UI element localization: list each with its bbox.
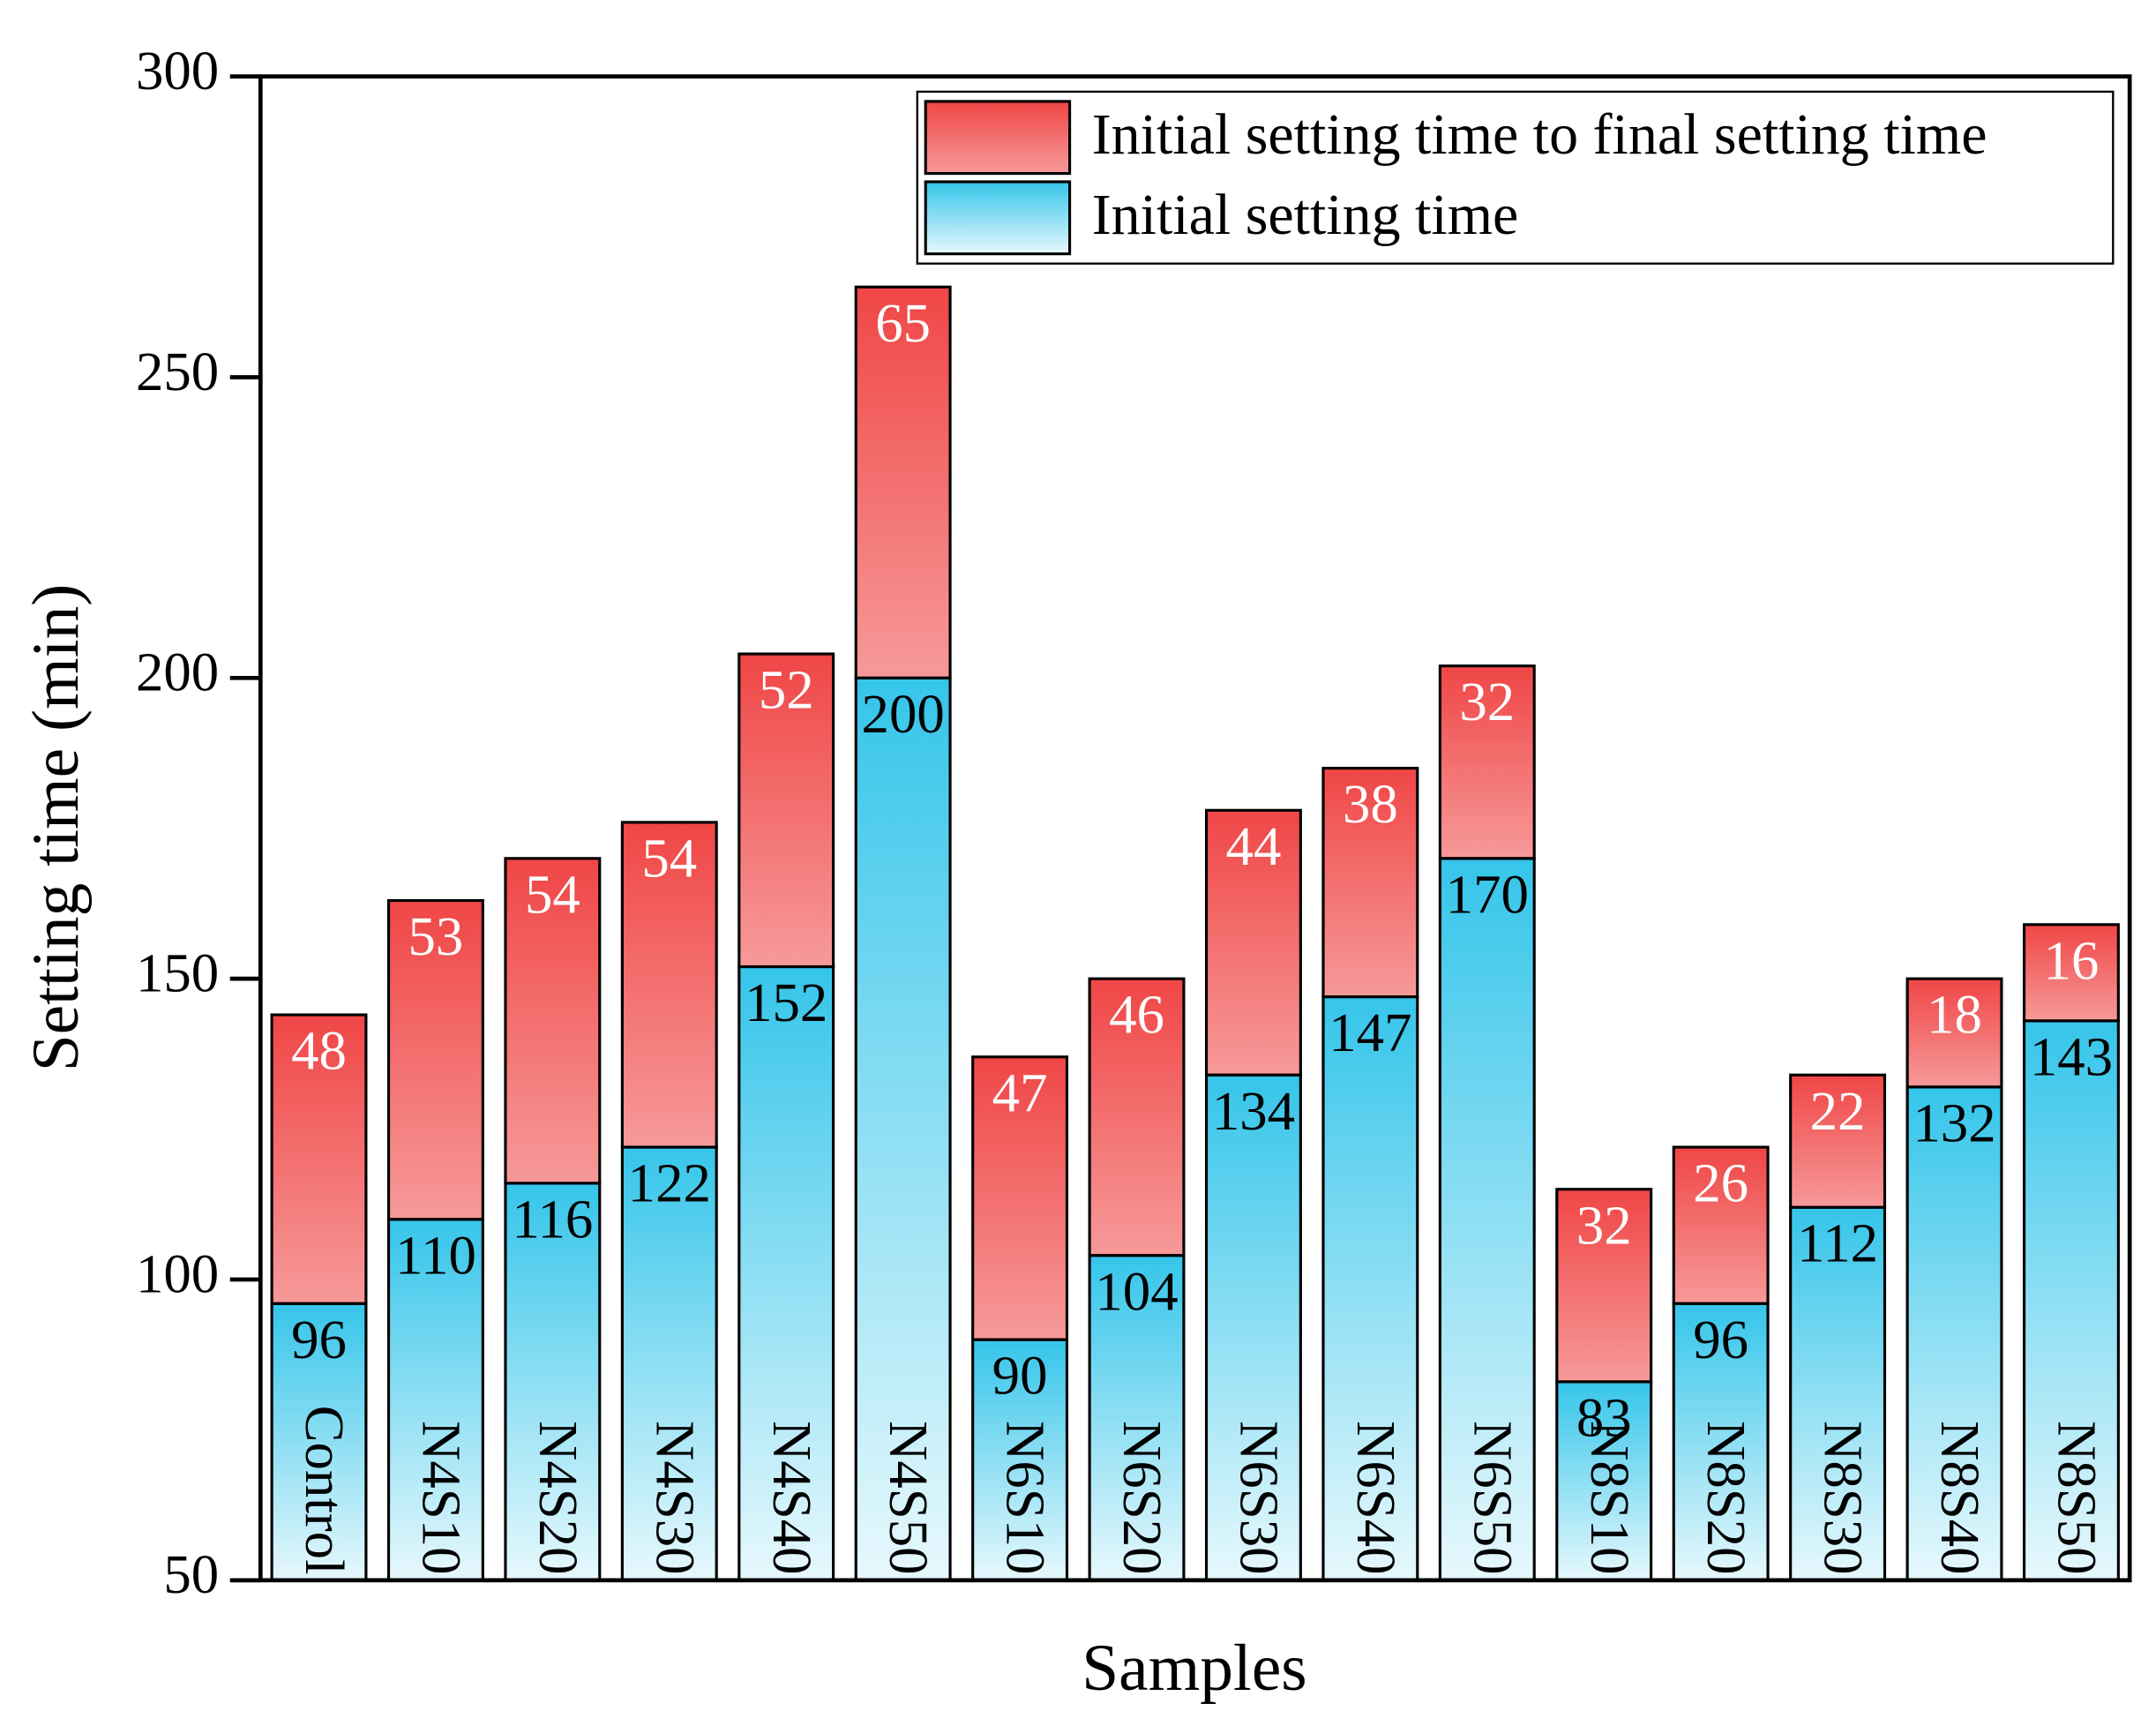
data-label: 132 (1913, 1092, 1995, 1153)
data-label: 52 (759, 659, 814, 721)
bar-segment (737, 652, 835, 969)
x-tick-label: N8S30 (1813, 1421, 1875, 1575)
x-tick-label: N4S10 (411, 1421, 473, 1575)
data-label: 54 (641, 827, 697, 889)
legend-box (916, 90, 2115, 265)
data-label: 38 (1343, 773, 1398, 835)
data-label: 54 (525, 863, 580, 925)
data-label: 83 (1576, 1386, 1632, 1448)
x-tick-label: Control (294, 1406, 356, 1575)
bar-segment (1204, 808, 1302, 1077)
data-label: 104 (1095, 1260, 1178, 1322)
y-tick-label: 200 (136, 642, 219, 703)
x-tick-label: N4S40 (761, 1421, 823, 1575)
y-tick-label: 300 (136, 40, 219, 101)
y-tick-label: 50 (163, 1543, 219, 1605)
bar-segment (270, 1013, 368, 1305)
bar-segment (386, 1218, 484, 1582)
data-label: 53 (408, 905, 464, 967)
x-tick-label: N8S40 (1929, 1421, 1991, 1575)
bar-segment (2022, 1019, 2120, 1582)
x-tick-label: N6S10 (995, 1421, 1057, 1575)
data-label: 44 (1226, 815, 1282, 877)
bar-segment (1204, 1073, 1302, 1582)
data-label: 90 (992, 1345, 1048, 1407)
y-tick-label: 100 (136, 1242, 219, 1304)
legend-label: Initial setting time to final setting ti… (1092, 102, 1988, 167)
bar-segment (1672, 1302, 1770, 1582)
bar-segment (1789, 1205, 1887, 1582)
x-axis-label: Samples (1082, 1632, 1306, 1705)
x-tick-label: N6S40 (1345, 1421, 1407, 1575)
bar-segment (2022, 923, 2120, 1023)
data-label: 32 (1576, 1194, 1632, 1256)
y-axis-label: Setting time (min) (19, 584, 93, 1072)
bar-segment (971, 1338, 1069, 1582)
data-label: 96 (291, 1309, 347, 1370)
bar-segment (1321, 766, 1419, 999)
bar-segment (620, 821, 718, 1149)
x-tick-label: N8S20 (1696, 1421, 1757, 1575)
legend-label: Initial setting time (1092, 183, 1519, 247)
x-tick-label: N6S20 (1112, 1421, 1173, 1575)
y-tick-label: 250 (136, 341, 219, 402)
x-tick-label: N4S30 (644, 1421, 706, 1575)
bar-segment (1905, 977, 2003, 1089)
bar-segment (1088, 1254, 1186, 1582)
bar-segment (854, 285, 952, 679)
bar-segment (1672, 1145, 1770, 1305)
x-tick-label: N6S30 (1229, 1421, 1291, 1575)
data-label: 122 (628, 1152, 711, 1214)
y-tick-label: 150 (136, 942, 219, 1004)
bar-segment (386, 898, 484, 1221)
bar-segment (1438, 857, 1536, 1582)
data-label: 200 (862, 683, 945, 745)
bar-segment (620, 1145, 718, 1582)
bar-segment (854, 676, 952, 1582)
data-label: 18 (1927, 984, 1982, 1046)
data-label: 46 (1109, 984, 1164, 1046)
legend-swatch (924, 100, 1072, 176)
legend-swatch (924, 180, 1072, 256)
data-label: 112 (1797, 1212, 1878, 1274)
x-tick-label: N6S50 (1462, 1421, 1523, 1575)
data-label: 143 (2030, 1025, 2113, 1087)
data-label: 65 (875, 292, 931, 354)
bar-segment (1789, 1073, 1887, 1209)
bar-segment (504, 857, 602, 1185)
data-label: 22 (1810, 1080, 1866, 1142)
x-tick-label: N4S50 (878, 1421, 940, 1575)
data-label: 32 (1459, 671, 1515, 732)
plot-frame (258, 74, 2132, 1583)
bar-segment (971, 1055, 1069, 1341)
data-label: 16 (2044, 929, 2100, 991)
data-label: 26 (1693, 1152, 1748, 1214)
data-label: 110 (395, 1224, 476, 1286)
data-label: 134 (1212, 1080, 1295, 1142)
data-label: 152 (745, 972, 827, 1033)
data-label: 47 (992, 1062, 1048, 1123)
data-label: 147 (1329, 1002, 1411, 1063)
x-tick-label: N8S50 (2047, 1421, 2108, 1575)
bar-segment (1088, 977, 1186, 1257)
bar-segment (504, 1182, 602, 1582)
bar-segment (1905, 1085, 2003, 1582)
data-label: 96 (1693, 1309, 1748, 1370)
data-label: 170 (1446, 863, 1529, 925)
bar-segment (1321, 995, 1419, 1582)
bar-segment (1555, 1188, 1653, 1384)
bar-segment (1438, 664, 1536, 860)
bar-segment (1555, 1380, 1653, 1582)
x-tick-label: N8S10 (1579, 1421, 1641, 1575)
data-label: 48 (291, 1020, 347, 1082)
x-tick-label: N4S20 (528, 1421, 589, 1575)
data-label: 116 (512, 1188, 593, 1249)
